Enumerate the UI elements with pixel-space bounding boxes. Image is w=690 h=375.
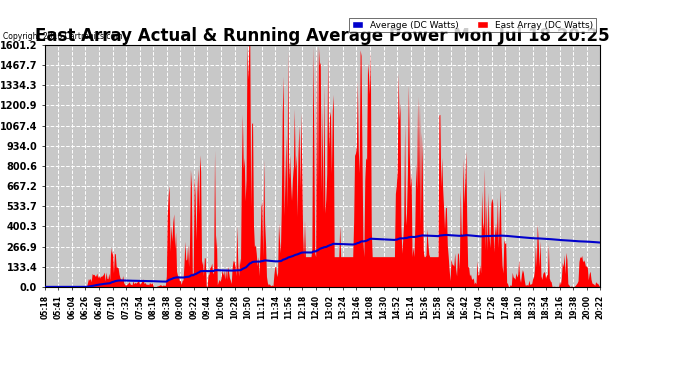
Title: East Array Actual & Running Average Power Mon Jul 18 20:25: East Array Actual & Running Average Powe… [35, 27, 610, 45]
Text: Copyright 2016 Cartronics.com: Copyright 2016 Cartronics.com [3, 32, 123, 41]
Legend: Average (DC Watts), East Array (DC Watts): Average (DC Watts), East Array (DC Watts… [349, 18, 595, 33]
